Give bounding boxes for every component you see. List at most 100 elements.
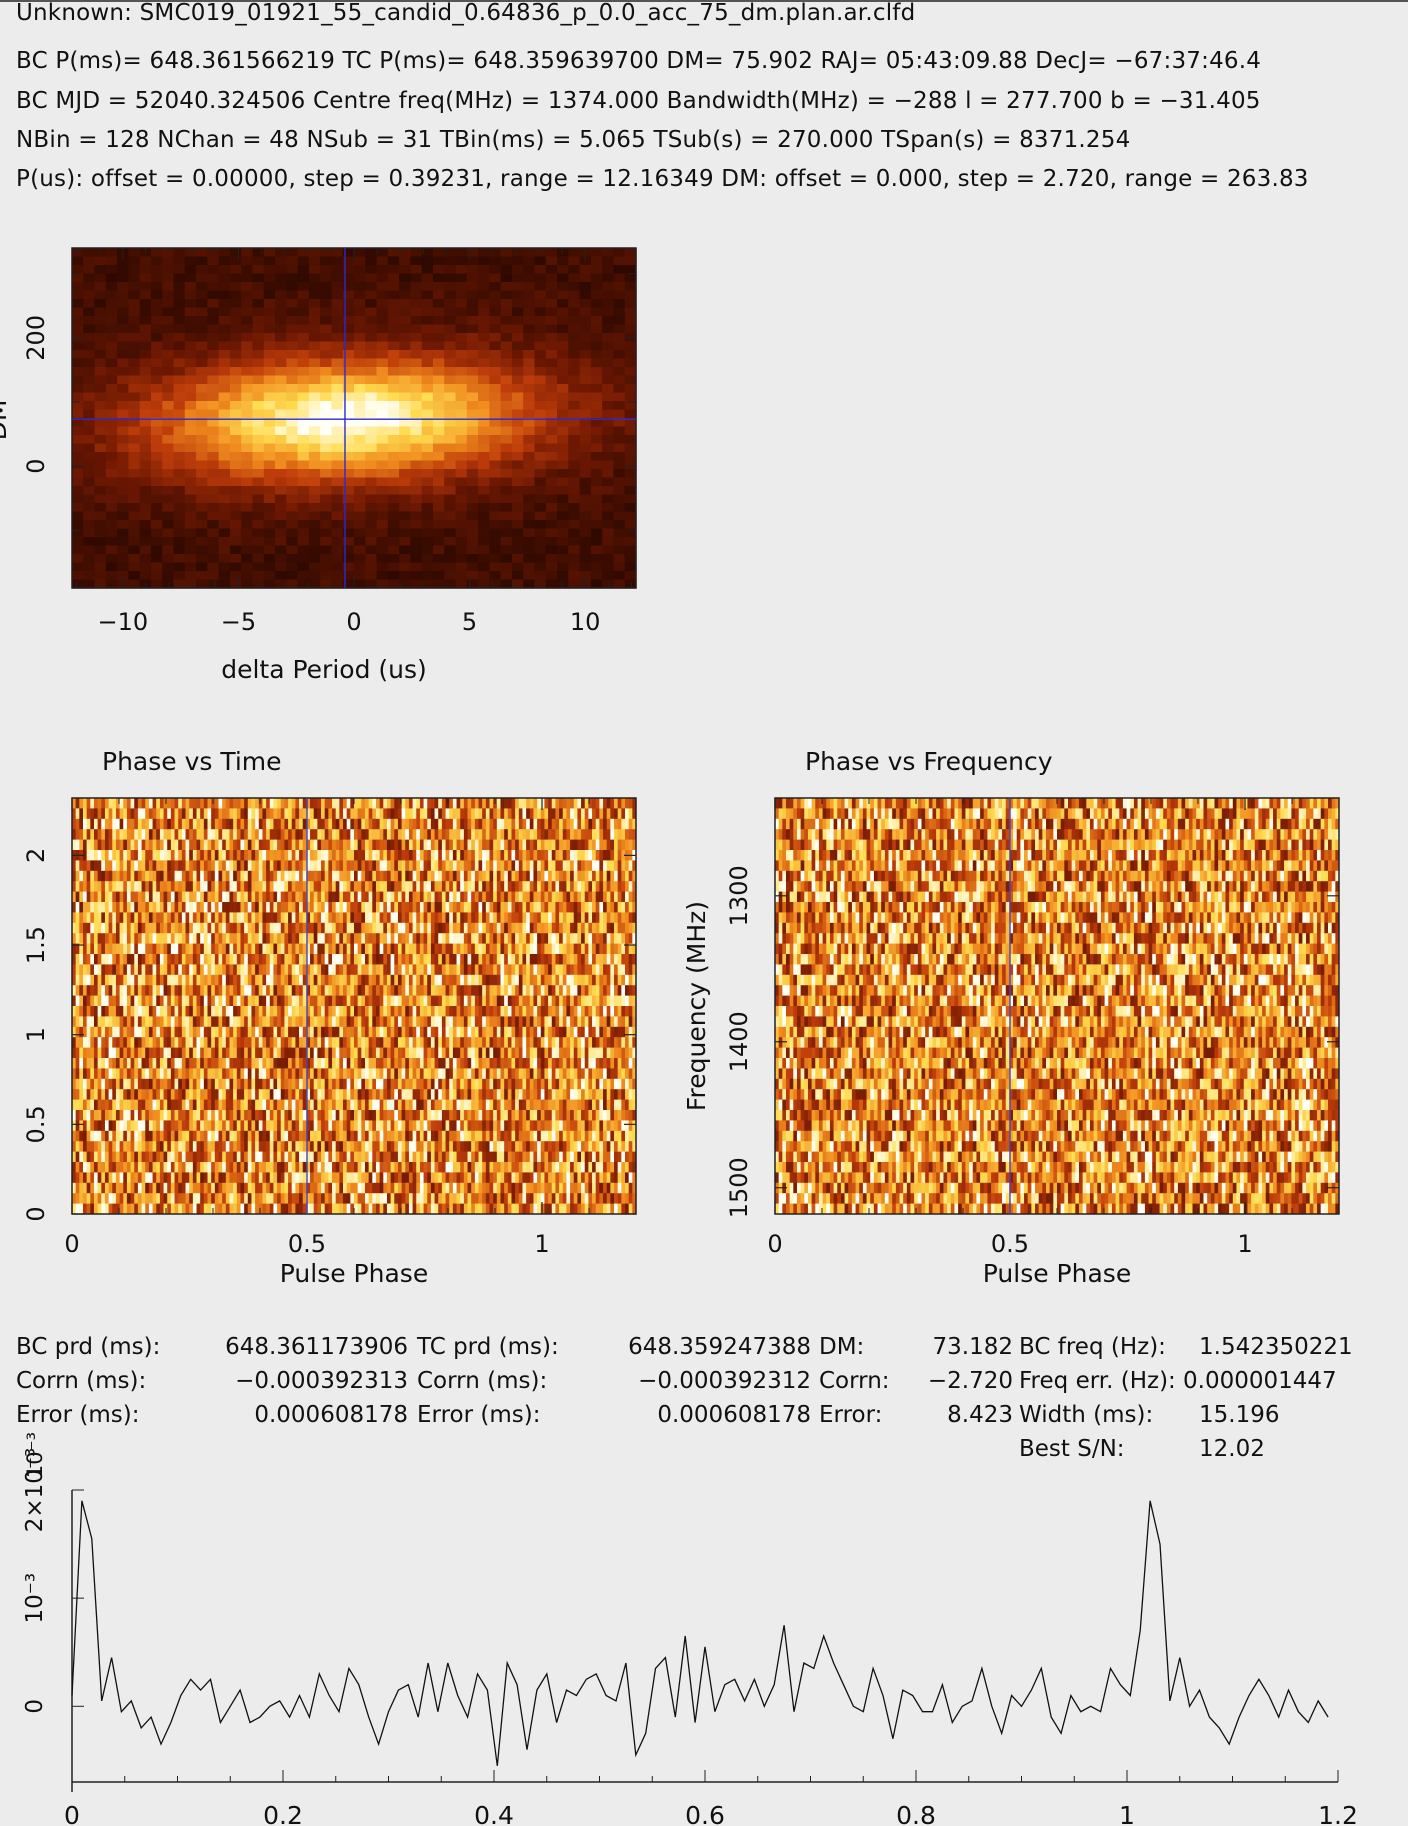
heatmap-cell — [148, 985, 154, 997]
heatmap-cell — [94, 333, 107, 343]
heatmap-cell — [320, 401, 333, 411]
heatmap-cell — [321, 798, 326, 809]
heatmap-cell — [602, 290, 615, 300]
heatmap-cell — [299, 1047, 304, 1059]
heatmap-cell — [162, 367, 175, 377]
heatmap-cell — [104, 1130, 110, 1142]
heatmap-cell — [286, 401, 299, 411]
heatmap-cell — [545, 520, 558, 530]
heatmap-cell — [86, 839, 91, 851]
heatmap-cell — [170, 1068, 176, 1080]
heatmap-cell — [196, 818, 201, 830]
heatmap-cell — [170, 1193, 176, 1205]
heatmap-cell — [181, 1089, 187, 1101]
heatmap-cell — [101, 1006, 106, 1017]
heatmap-cell — [167, 1016, 172, 1028]
heatmap-cell — [545, 477, 558, 487]
heatmap-cell — [262, 860, 267, 872]
heatmap-cell — [207, 460, 220, 470]
heatmap-cell — [222, 839, 227, 851]
heatmap-cell — [178, 1182, 183, 1194]
heatmap-cell — [320, 418, 333, 428]
heatmap-cell — [225, 902, 230, 913]
heatmap-cell — [196, 902, 201, 913]
heatmap-cell — [387, 401, 400, 411]
heatmap-cell — [432, 486, 445, 496]
heatmap-cell — [602, 477, 615, 487]
heatmap-cell — [93, 860, 99, 872]
heatmap-cell — [105, 384, 118, 394]
heatmap-cell — [126, 985, 132, 997]
heatmap-cell — [185, 850, 190, 861]
heatmap-cell — [207, 290, 220, 300]
heatmap-cell — [229, 1172, 234, 1184]
heatmap-cell — [291, 1193, 296, 1205]
heatmap-cell — [324, 985, 329, 997]
heatmap-cell — [159, 933, 165, 945]
heatmap-cell — [286, 282, 299, 292]
heatmap-cell — [139, 333, 152, 343]
heatmap-cell — [251, 1172, 256, 1184]
heatmap-cell — [207, 891, 212, 903]
heatmap-cell — [105, 256, 118, 266]
heatmap-cell — [93, 1120, 99, 1132]
heatmap-cell — [324, 798, 329, 809]
heatmap-cell — [189, 985, 194, 997]
heatmap-cell — [240, 1006, 245, 1017]
heatmap-cell — [200, 954, 205, 965]
heatmap-cell — [489, 469, 502, 479]
heatmap-cell — [236, 1078, 241, 1090]
heatmap-cell — [233, 1162, 238, 1173]
heatmap-cell — [196, 494, 208, 504]
heatmap-cell — [286, 511, 299, 521]
heatmap-cell — [162, 460, 175, 470]
heatmap-cell — [86, 1120, 91, 1132]
heatmap-cell — [189, 1078, 194, 1090]
heatmap-cell — [72, 341, 84, 351]
heatmap-cell — [624, 477, 637, 487]
heatmap-cell — [184, 265, 197, 275]
heatmap-cell — [200, 1089, 205, 1101]
heatmap-cell — [302, 1099, 307, 1111]
heatmap-cell — [119, 1058, 124, 1069]
heatmap-cell — [229, 307, 242, 317]
heatmap-cell — [247, 1162, 252, 1173]
heatmap-cell — [342, 477, 355, 487]
heatmap-cell — [185, 1193, 190, 1205]
heatmap-cell — [478, 367, 490, 377]
heatmap-cell — [236, 1089, 241, 1101]
heatmap-cell — [523, 486, 536, 496]
heatmap-cell — [139, 528, 152, 538]
heatmap-cell — [332, 1058, 337, 1069]
heatmap-cell — [308, 571, 321, 581]
heatmap-cell — [534, 384, 547, 394]
heatmap-cell — [170, 850, 176, 861]
heatmap-cell — [134, 922, 139, 934]
heatmap-cell — [421, 520, 434, 530]
heatmap-cell — [72, 545, 84, 555]
heatmap-cell — [200, 1162, 205, 1173]
heatmap-cell — [82, 902, 88, 913]
heatmap-cell — [229, 1203, 234, 1215]
heatmap-cell — [421, 265, 434, 275]
heatmap-cell — [432, 282, 445, 292]
heatmap-cell — [163, 808, 168, 820]
heatmap-cell — [97, 1193, 102, 1205]
heatmap-cell — [251, 1193, 256, 1205]
heatmap-cell — [222, 1016, 227, 1028]
heatmap-cell — [189, 922, 194, 934]
heatmap-cell — [297, 571, 310, 581]
heatmap-cell — [229, 426, 242, 436]
heatmap-cell — [152, 922, 157, 934]
heatmap-cell — [284, 1141, 289, 1153]
heatmap-cell — [225, 1193, 230, 1205]
heatmap-cell — [511, 443, 524, 453]
heatmap-cell — [478, 409, 490, 419]
heatmap-cell — [82, 1058, 88, 1069]
heatmap-cell — [288, 922, 293, 934]
heatmap-cell — [284, 1193, 289, 1205]
heatmap-cell — [284, 839, 289, 851]
heatmap-cell — [387, 426, 400, 436]
heatmap-cell — [86, 912, 91, 924]
heatmap-cell — [72, 358, 84, 368]
